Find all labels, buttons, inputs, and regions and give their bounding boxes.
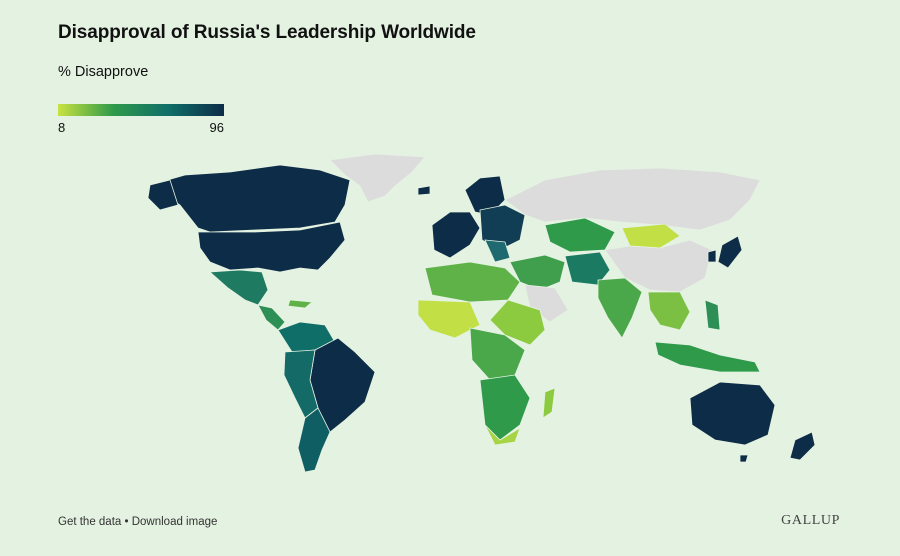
region-caribbean bbox=[287, 299, 313, 309]
legend-max-label: 96 bbox=[209, 120, 224, 135]
region-tasmania bbox=[739, 454, 749, 463]
region-new-zealand bbox=[789, 431, 816, 461]
region-japan bbox=[717, 235, 743, 269]
color-legend: 8 96 bbox=[58, 104, 224, 135]
region-madagascar bbox=[542, 387, 556, 419]
region-indonesia bbox=[654, 341, 761, 373]
region-southern-cone bbox=[297, 407, 331, 473]
region-central-america bbox=[257, 304, 286, 331]
region-india bbox=[597, 277, 643, 339]
region-south-africa bbox=[484, 424, 521, 446]
region-korea bbox=[707, 249, 717, 263]
region-greenland bbox=[329, 153, 426, 203]
region-arabia bbox=[524, 284, 569, 323]
legend-min-label: 8 bbox=[58, 120, 66, 135]
gallup-logo: GALLUP bbox=[781, 513, 840, 528]
region-usa bbox=[197, 221, 346, 273]
map-title: Disapproval of Russia's Leadership World… bbox=[58, 22, 476, 43]
region-balkans bbox=[484, 239, 511, 263]
region-east-africa bbox=[489, 299, 546, 346]
footer-links: Get the data • Download image bbox=[58, 516, 217, 528]
region-russia bbox=[504, 167, 761, 231]
region-mexico bbox=[209, 269, 269, 306]
region-philippines bbox=[704, 299, 721, 331]
legend-title: % Disapprove bbox=[58, 64, 149, 80]
get-data-link[interactable]: Get the data bbox=[58, 516, 122, 528]
region-iran-afghanistan bbox=[564, 251, 611, 286]
region-western-europe bbox=[431, 211, 481, 259]
world-choropleth-map bbox=[147, 153, 816, 473]
region-mongolia bbox=[621, 223, 681, 249]
region-australia bbox=[689, 381, 776, 446]
download-image-link[interactable]: Download image bbox=[131, 516, 218, 528]
legend-gradient-bar bbox=[58, 104, 224, 116]
region-southeast-asia bbox=[647, 291, 691, 331]
region-canada bbox=[149, 164, 351, 233]
region-alaska bbox=[147, 179, 179, 211]
region-eastern-europe bbox=[479, 204, 526, 251]
footer-separator: • bbox=[121, 516, 132, 528]
region-west-africa bbox=[417, 299, 481, 339]
region-china bbox=[604, 239, 713, 293]
region-north-africa bbox=[424, 261, 521, 303]
region-iceland bbox=[417, 185, 431, 196]
region-kazakhstan bbox=[544, 217, 616, 253]
